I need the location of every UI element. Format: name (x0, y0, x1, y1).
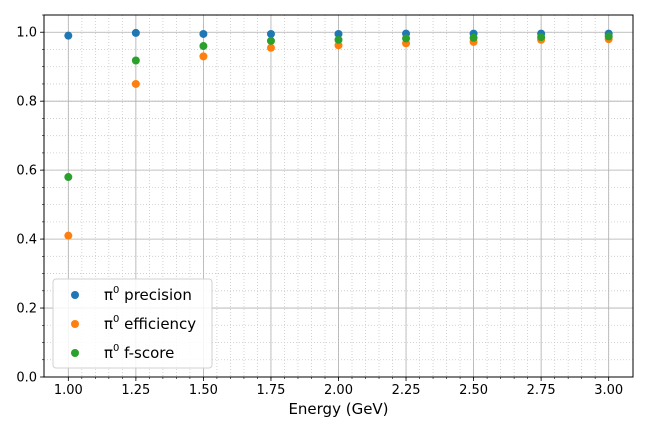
x-axis-label: Energy (GeV) (288, 400, 388, 418)
data-point-series-0 (131, 28, 140, 37)
data-point-series-2 (402, 34, 411, 43)
data-point-series-2 (131, 56, 140, 65)
data-point-series-2 (334, 35, 343, 44)
data-point-series-2 (64, 173, 73, 182)
data-point-series-1 (199, 52, 208, 61)
x-tick-label: 2.00 (324, 383, 353, 398)
data-point-series-0 (334, 29, 343, 38)
data-point-series-2 (199, 42, 208, 51)
legend-label: π0 precision (104, 285, 192, 304)
x-tick-label: 2.25 (392, 383, 421, 398)
data-point-series-1 (131, 79, 140, 88)
y-tick-label: 0.8 (16, 95, 37, 110)
legend-marker (71, 320, 79, 328)
data-point-series-1 (266, 43, 275, 52)
y-tick-label: 0.2 (16, 302, 37, 317)
y-tick-label: 0.0 (16, 371, 37, 386)
legend-marker (71, 291, 79, 299)
data-point-series-1 (334, 41, 343, 50)
data-point-series-2 (266, 36, 275, 45)
data-point-series-2 (537, 33, 546, 42)
x-tick-label: 2.50 (459, 383, 488, 398)
x-tick-label: 3.00 (594, 383, 623, 398)
y-tick-label: 1.0 (16, 26, 37, 41)
axis-ticks (40, 14, 610, 381)
tick-labels: 1.00 1.25 1.50 1.75 2.00 2.25 2.50 2.75 3.00 0.0 0… (16, 26, 623, 398)
legend-marker (71, 349, 79, 357)
legend-box (52, 278, 213, 369)
data-point-series-2 (604, 32, 613, 41)
data-point-series-0 (199, 29, 208, 38)
data-points (64, 28, 613, 240)
y-tick-label: 0.4 (16, 233, 37, 248)
data-point-series-2 (469, 33, 478, 42)
legend-label: π0 f-score (104, 343, 174, 362)
x-tick-label: 1.25 (121, 383, 150, 398)
x-tick-label: 2.75 (527, 383, 556, 398)
data-point-series-0 (266, 29, 275, 38)
legend-label: π0 efficiency (104, 314, 196, 333)
legend: π0 precision π0 efficiency π0 f-score (52, 278, 213, 369)
x-tick-label: 1.50 (189, 383, 218, 398)
data-point-series-1 (64, 231, 73, 240)
data-point-series-0 (64, 31, 73, 40)
y-tick-label: 0.6 (16, 164, 37, 179)
x-tick-label: 1.75 (256, 383, 285, 398)
x-tick-label: 1.00 (54, 383, 83, 398)
